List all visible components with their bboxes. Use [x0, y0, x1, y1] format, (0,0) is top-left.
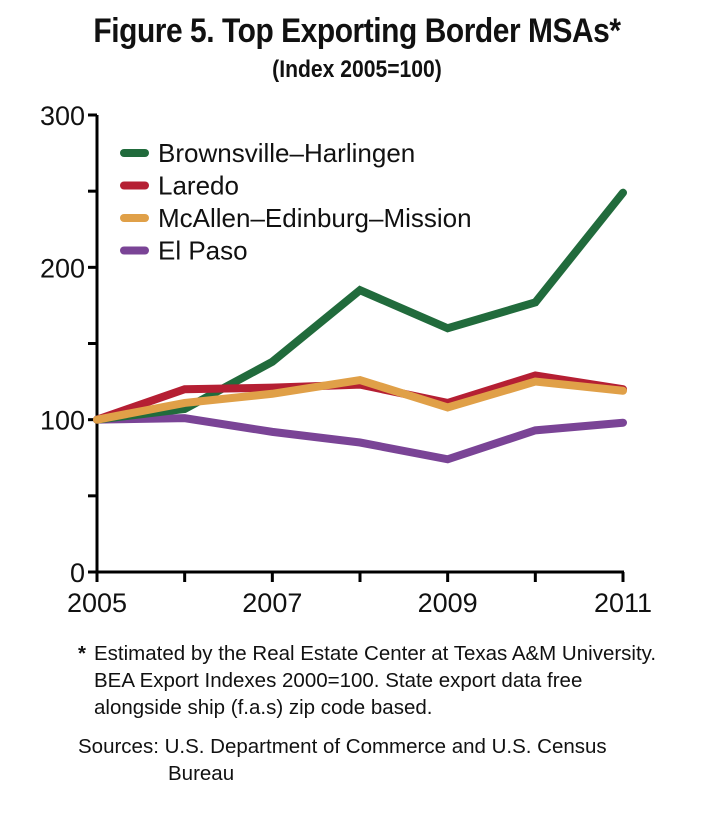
- series-layer: [93, 188, 627, 464]
- y-tick-label: 100: [40, 406, 85, 436]
- chart-subtitle: (Index 2005=100): [272, 56, 442, 83]
- y-tick-label: 0: [70, 558, 85, 588]
- sources-text: U.S. Department of Commerce and U.S. Cen…: [164, 735, 607, 758]
- series-el-paso: [93, 414, 627, 464]
- legend-label: McAllen–Edinburg–Mission: [158, 203, 472, 233]
- series-mcallen-edinburg-mission: [93, 375, 627, 424]
- sources-text-continued: Bureau: [168, 762, 235, 785]
- legend-item: Laredo: [120, 171, 239, 201]
- legend-label: Laredo: [158, 171, 239, 201]
- line-chart: 0 100 200 300 2005 2007 2009 2011 Brownsville–H…: [40, 101, 652, 618]
- y-tick-label: 300: [40, 101, 85, 131]
- footnote-text: Estimated by the Real Estate Center at T…: [94, 642, 657, 719]
- legend-label: Brownsville–Harlingen: [158, 138, 415, 168]
- x-tick-label: 2005: [67, 588, 127, 618]
- x-tick-label: 2007: [242, 588, 302, 618]
- sources-label: Sources:: [78, 735, 159, 758]
- series-brownsville-harlingen: [93, 188, 627, 424]
- legend-item: Brownsville–Harlingen: [120, 138, 415, 168]
- x-tick-label: 2009: [418, 588, 478, 618]
- legend-item: El Paso: [120, 236, 248, 266]
- chart-title: Figure 5. Top Exporting Border MSAs*: [93, 12, 621, 50]
- x-tick-label: 2011: [594, 588, 652, 618]
- legend: Brownsville–HarlingenLaredoMcAllen–Edinb…: [120, 138, 472, 266]
- axes: 0 100 200 300 2005 2007 2009 2011: [40, 101, 652, 618]
- legend-item: McAllen–Edinburg–Mission: [120, 203, 472, 233]
- series-line: [93, 414, 627, 464]
- sources-note: Sources: U.S. Department of Commerce and…: [78, 733, 678, 787]
- footnote-marker: *: [78, 642, 86, 665]
- footnote: * Estimated by the Real Estate Center at…: [78, 640, 658, 721]
- legend-label: El Paso: [158, 236, 248, 266]
- y-tick-label: 200: [40, 253, 85, 283]
